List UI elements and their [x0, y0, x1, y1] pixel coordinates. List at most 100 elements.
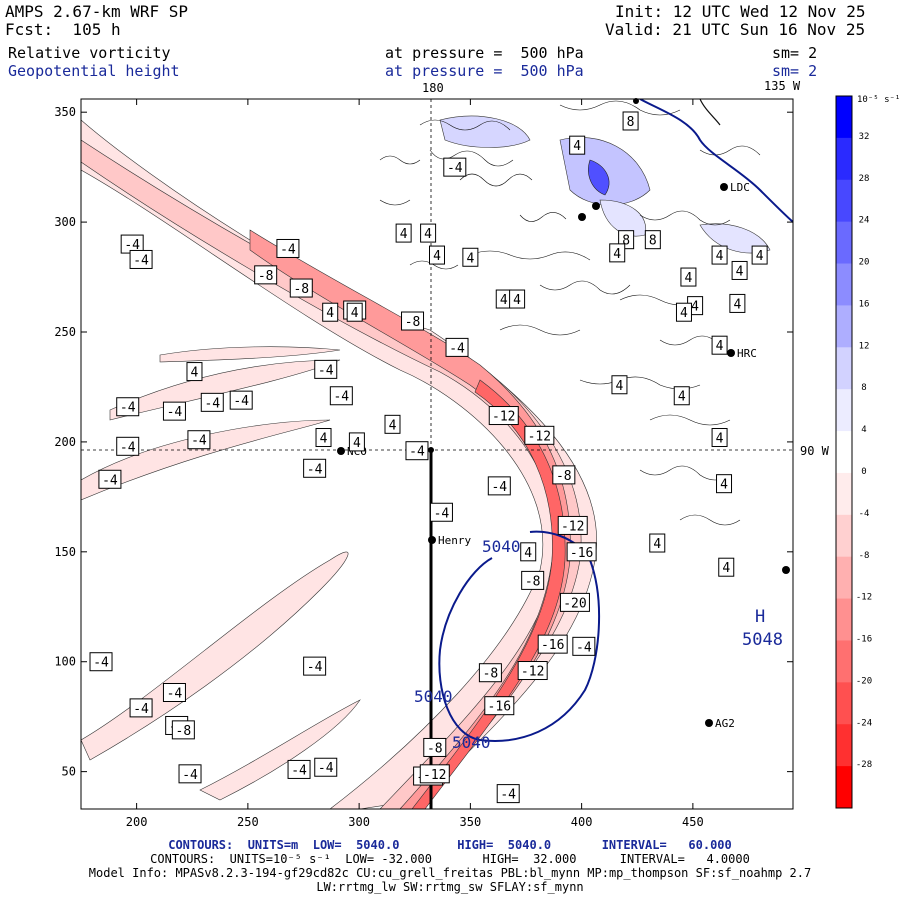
contour-label-text: 4	[613, 247, 621, 262]
colorbar-swatch	[836, 472, 852, 516]
contour-label-text: 4	[756, 249, 764, 264]
contour-label-box	[162, 682, 186, 702]
contour-label-text: 4	[353, 436, 361, 451]
contour-label-box	[200, 392, 224, 412]
contour-label-text: 4	[466, 251, 474, 266]
contour-label-box	[509, 289, 526, 309]
station-unlabeled	[782, 566, 790, 574]
contour-label: 4	[673, 386, 690, 406]
contour-label: -12	[517, 661, 548, 681]
contour-label: -8	[401, 311, 425, 331]
contour-label-box	[129, 249, 153, 269]
station-henry: Henry	[428, 534, 471, 547]
colorbar-swatch	[836, 766, 852, 809]
contour-label: 4	[495, 289, 512, 309]
contour-label-text: -12	[561, 519, 584, 534]
contour-label-text: -12	[423, 768, 446, 783]
contour-label: -4	[443, 157, 467, 177]
contour-label-box	[445, 337, 469, 357]
cross-section-start	[428, 447, 434, 453]
contour-label: -8	[289, 278, 313, 298]
contour-label-box	[649, 533, 666, 553]
contour-label-text: 4	[500, 293, 508, 308]
contour-label: -4	[429, 502, 453, 522]
contour-label: -16	[484, 696, 515, 716]
contour-label-box	[484, 696, 515, 716]
contour-label-text: -4	[449, 341, 465, 356]
colorbar-tick-label: 0	[861, 467, 866, 477]
contour-label-text: 8	[622, 234, 630, 249]
colorbar-swatch	[836, 640, 852, 683]
colorbar-tick-label: -24	[856, 718, 872, 728]
contour-label-text: -4	[167, 405, 183, 420]
contour-label: -4	[178, 764, 202, 784]
y-tick-label: 50	[62, 765, 76, 779]
colorbar-tick-label: 20	[859, 258, 870, 268]
contour-label: -4	[116, 436, 140, 456]
colorbar-units: 10⁻⁵ s⁻¹	[857, 95, 900, 105]
contour-label-text: 4	[716, 339, 724, 354]
contour-label-text: -4	[291, 763, 307, 778]
contour-label-box	[462, 247, 479, 267]
contour-label: -4	[405, 441, 429, 461]
contour-label-box	[711, 245, 728, 265]
contour-label-text: 4	[716, 432, 724, 447]
contour-label-box	[329, 386, 353, 406]
contour-label-box	[322, 302, 339, 322]
plot-frame	[80, 98, 794, 810]
contour-label: 4	[429, 245, 445, 265]
model-title: AMPS 2.67-km WRF SP	[5, 2, 189, 21]
contour-label: -4	[129, 698, 153, 718]
contour-label-box	[419, 764, 450, 784]
contour-label-box	[443, 157, 467, 177]
colorbar-swatch	[836, 598, 852, 641]
contour-label: -4	[572, 636, 596, 656]
contour-label-box	[552, 465, 576, 485]
contour-label: -20	[559, 592, 590, 612]
colorbar-swatch	[836, 137, 852, 181]
contour-label: -4	[116, 397, 140, 417]
contour-label: -4	[120, 234, 144, 254]
contour-label-text: -4	[447, 161, 463, 176]
x-axis-ticks: 200 250 300 350 400 450	[126, 99, 704, 829]
contour-label-text: 4	[433, 249, 441, 264]
colorbar-swatch	[836, 514, 852, 558]
contour-label-box	[478, 663, 502, 683]
contour-label-text: 4	[320, 432, 328, 447]
contour-label-text: -4	[307, 462, 323, 477]
contour-label-text: 4	[513, 293, 521, 308]
contour-label-text: -4	[576, 640, 592, 655]
colorbar-tick-label: -16	[856, 635, 872, 645]
contour-label: 8	[644, 230, 661, 250]
colorbar-swatch	[836, 221, 852, 265]
station-label-henry: Henry	[438, 534, 471, 547]
contour-label-box	[520, 542, 537, 562]
contour-label-box	[401, 311, 425, 331]
contour-label-text: 4	[191, 366, 199, 381]
contour-label: 4	[649, 533, 666, 553]
contour-label: 4	[609, 243, 626, 263]
contour-label-text: -4	[120, 440, 136, 455]
contour-label-box	[276, 238, 300, 258]
contour-label-box	[675, 302, 692, 322]
contour-label-text: -12	[492, 410, 515, 425]
station-unlabeled-2	[633, 98, 639, 104]
colorbar-tick-label: 4	[861, 425, 866, 435]
contour-label: -12	[557, 515, 588, 535]
colorbar-tick-label: -4	[859, 509, 870, 519]
station-unlabeled-3	[578, 213, 586, 221]
contour-label: -4	[162, 401, 186, 421]
station-unlabeled-4	[592, 202, 600, 210]
station-ldc: LDC	[720, 181, 750, 194]
contour-label-text: -4	[333, 390, 349, 405]
contour-label-box	[116, 436, 140, 456]
vorticity-contour-labels: -4 -4 -4 -8 -8 -4 -8 -4 -12 -12 -8 -12 -16 -20 -16 -4 -1…	[89, 111, 768, 804]
contour-label: 4	[520, 542, 537, 562]
contour-label-text: -4	[318, 761, 334, 776]
colorbar-frame	[835, 95, 853, 809]
contour-label-box	[488, 406, 519, 426]
contour-label-text: -4	[167, 686, 183, 701]
x-tick-label: 200	[126, 815, 148, 829]
contour-label-text: 4	[524, 546, 532, 561]
